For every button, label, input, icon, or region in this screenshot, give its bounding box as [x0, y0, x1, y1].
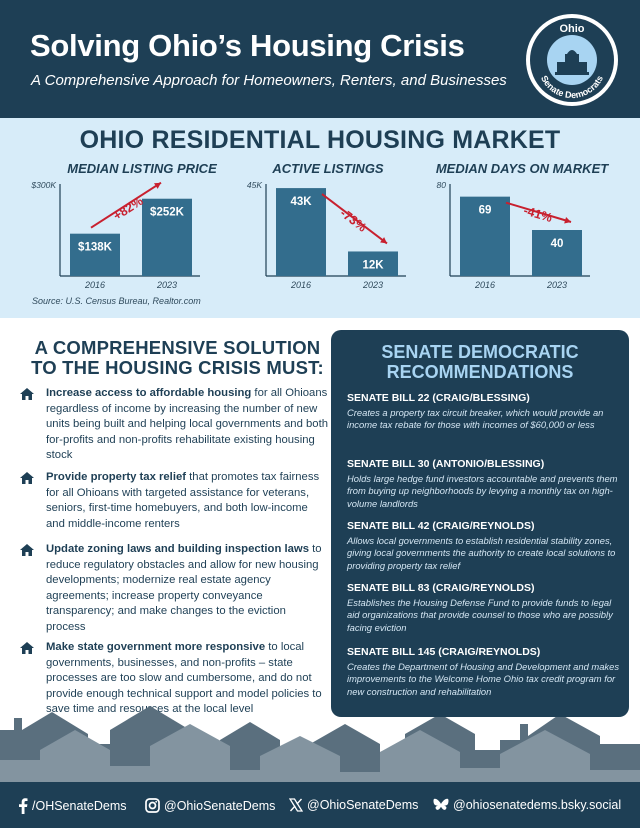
- solution-item-bold: Make state government more responsive: [46, 641, 266, 653]
- x-tick-label: 2016: [474, 280, 495, 290]
- solution-section: A COMPREHENSIVE SOLUTION TO THE HOUSING …: [0, 318, 640, 828]
- bluesky-link[interactable]: @ohiosenatedems.bsky.social: [433, 798, 621, 812]
- instagram-icon: [145, 798, 160, 813]
- bill-description: Allows local governments to establish re…: [347, 535, 616, 571]
- bill-item: SENATE BILL 83 (CRAIG/REYNOLDS) Establis…: [347, 582, 621, 634]
- bar-data-label: 12K: [362, 259, 384, 271]
- x-handle: @OhioSenateDems: [307, 798, 419, 812]
- page-subtitle: A Comprehensive Approach for Homeowners,…: [31, 72, 507, 89]
- change-percent-label: -41%: [522, 203, 554, 225]
- solution-item-bold: Increase access to affordable housing: [46, 387, 252, 399]
- social-footer: /OHSenateDems @OhioSenateDems @OhioSenat…: [0, 782, 640, 828]
- bill-description: Creates a property tax circuit breaker, …: [347, 407, 604, 431]
- x-tick-label: 2016: [84, 280, 105, 290]
- bill-name: SENATE BILL 42 (CRAIG/REYNOLDS): [347, 520, 535, 532]
- chart-median-days-on-market: 80 69 2016 40 2023 -41%: [437, 180, 590, 290]
- solution-item-text: to local governments, businesses, and no…: [46, 641, 322, 715]
- bar: [348, 251, 398, 276]
- bar-data-label: $138K: [78, 242, 113, 254]
- facebook-link[interactable]: /OHSenateDems: [18, 798, 126, 814]
- recommendations-heading-line1: SENATE DEMOCRATIC: [381, 342, 579, 362]
- change-arrow-head: [564, 217, 571, 224]
- y-tick-label: 45K: [247, 180, 262, 190]
- chart-active-listings: 45K 43K 2016 12K 2023 -73%: [247, 180, 406, 290]
- chart-title-median-listing-price: MEDIAN LISTING PRICE: [67, 161, 217, 176]
- x-tick-label: 2023: [546, 280, 567, 290]
- bar: [532, 230, 582, 276]
- bill-item: SENATE BILL 42 (CRAIG/REYNOLDS) Allows l…: [347, 520, 621, 572]
- bill-name: SENATE BILL 30 (ANTONIO/BLESSING): [347, 458, 545, 470]
- recommendations-heading-line2: RECOMMENDATIONS: [386, 362, 574, 382]
- x-icon: [289, 798, 303, 812]
- change-arrow: [505, 201, 572, 223]
- bluesky-butterfly-icon: [433, 798, 449, 810]
- page-title: Solving Ohio’s Housing Crisis: [30, 28, 465, 63]
- solution-item-bold: Update zoning laws and building inspecti…: [46, 543, 309, 555]
- x-tick-label: 2023: [362, 280, 383, 290]
- chart-title-median-days: MEDIAN DAYS ON MARKET: [435, 161, 609, 176]
- solution-item: Update zoning laws and building inspecti…: [20, 542, 328, 635]
- solution-item: Make state government more responsive to…: [20, 640, 328, 718]
- instagram-link[interactable]: @OhioSenateDems: [145, 798, 275, 813]
- x-tick-label: 2016: [290, 280, 311, 290]
- x-link[interactable]: @OhioSenateDems: [289, 798, 418, 812]
- bill-description: Establishes the Housing Defense Fund to …: [347, 597, 613, 633]
- solution-heading-line2: TO THE HOUSING CRISIS MUST:: [31, 357, 324, 378]
- solution-item-bold: Provide property tax relief: [46, 471, 187, 483]
- bar-data-label: 43K: [290, 196, 312, 208]
- solution-heading-line1: A COMPREHENSIVE SOLUTION: [34, 337, 321, 358]
- solution-item-text: that promotes tax fairness for all Ohioa…: [46, 471, 320, 530]
- solution-item-text: to reduce regulatory obstacles and allow…: [46, 543, 322, 633]
- bar: [460, 196, 510, 276]
- solution-item-text: for all Ohioans regardless of income by …: [46, 387, 328, 461]
- bill-name: SENATE BILL 83 (CRAIG/REYNOLDS): [347, 582, 535, 594]
- chart-median-listing-price: $300K $138K 2016 $252K 2023 +82%: [30, 180, 200, 290]
- header-banner: Solving Ohio’s Housing Crisis A Comprehe…: [0, 0, 640, 118]
- change-percent-label: -73%: [337, 206, 369, 235]
- chart-title-active-listings: ACTIVE LISTINGS: [272, 161, 384, 176]
- instagram-handle: @OhioSenateDems: [164, 798, 276, 813]
- solution-item: Increase access to affordable housing fo…: [20, 386, 328, 464]
- recommendations-panel: SENATE DEMOCRATIC RECOMMENDATIONS SENATE…: [331, 330, 629, 717]
- facebook-icon: [19, 798, 28, 814]
- bar-data-label: $252K: [150, 207, 185, 219]
- bar: [276, 188, 326, 276]
- change-arrow: [321, 193, 388, 245]
- x-tick-label: 2023: [156, 280, 177, 290]
- solution-item: Provide property tax relief that promote…: [20, 470, 328, 532]
- bill-description: Holds large hedge fund investors account…: [347, 473, 618, 509]
- source-note: Source: U.S. Census Bureau, Realtor.com: [32, 296, 201, 306]
- recommendations-heading: SENATE DEMOCRATIC RECOMMENDATIONS: [331, 342, 629, 382]
- bar-data-label: 69: [479, 205, 492, 217]
- bluesky-handle: @ohiosenatedems.bsky.social: [453, 798, 622, 812]
- bill-name: SENATE BILL 145 (CRAIG/REYNOLDS): [347, 646, 541, 658]
- solution-heading: A COMPREHENSIVE SOLUTION TO THE HOUSING …: [30, 338, 325, 378]
- house-icon: [20, 388, 34, 400]
- bill-description: Creates the Department of Housing and De…: [347, 661, 620, 697]
- housing-market-section: OHIO RESIDENTIAL HOUSING MARKET MEDIAN L…: [0, 118, 640, 318]
- y-tick-label: 80: [437, 180, 447, 190]
- bill-name: SENATE BILL 22 (CRAIG/BLESSING): [347, 392, 530, 404]
- change-arrow: [90, 181, 162, 229]
- bar-data-label: 40: [551, 238, 564, 250]
- seal-top-text: Ohio: [559, 23, 584, 35]
- facebook-handle: /OHSenateDems: [32, 799, 127, 813]
- bar: [70, 233, 120, 276]
- change-percent-label: +82%: [111, 194, 146, 223]
- bill-item: SENATE BILL 22 (CRAIG/BLESSING) Creates …: [347, 392, 621, 432]
- house-icon: [20, 642, 34, 654]
- house-icon: [20, 472, 34, 484]
- market-title: OHIO RESIDENTIAL HOUSING MARKET: [79, 126, 561, 154]
- house-skyline-illustration: [0, 706, 640, 784]
- change-arrow-head: [380, 237, 387, 244]
- bill-item: SENATE BILL 145 (CRAIG/REYNOLDS) Creates…: [347, 646, 621, 698]
- ohio-senate-democrats-seal-icon: Ohio Senate Democrats: [526, 14, 618, 106]
- bill-item: SENATE BILL 30 (ANTONIO/BLESSING) Holds …: [347, 458, 621, 510]
- y-tick-label: $300K: [30, 180, 56, 190]
- change-arrow-head: [154, 182, 161, 189]
- bar: [142, 198, 192, 276]
- house-icon: [20, 544, 34, 556]
